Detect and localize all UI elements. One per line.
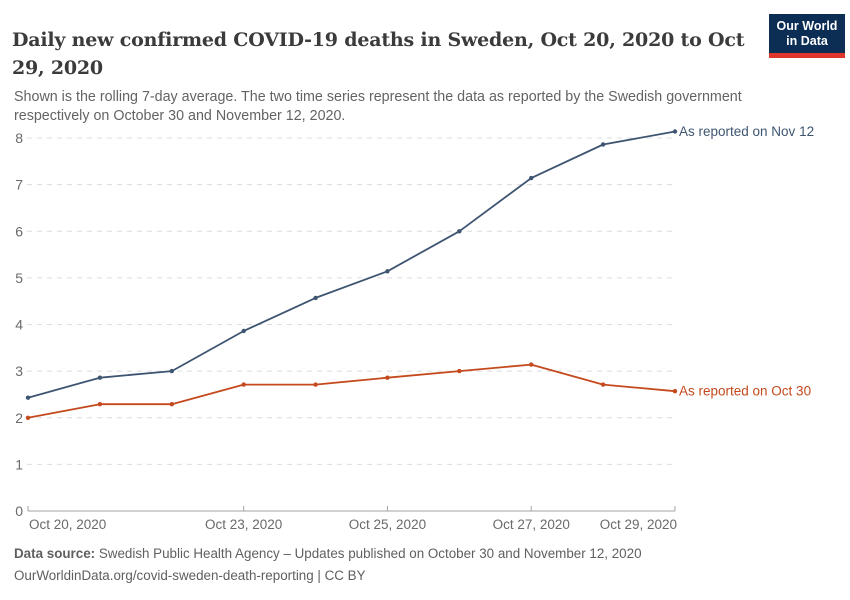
y-axis-tick-label: 1	[15, 456, 23, 472]
y-axis-tick-label: 7	[15, 177, 23, 193]
owid-logo[interactable]: Our World in Data	[769, 14, 845, 58]
x-axis-tick-label: Oct 23, 2020	[205, 517, 282, 532]
series-label-0[interactable]: As reported on Nov 12	[679, 124, 814, 139]
x-axis-tick-label: Oct 27, 2020	[493, 517, 570, 532]
series-point	[25, 415, 31, 420]
owid-logo-line2: in Data	[786, 34, 828, 48]
y-axis-tick-label: 8	[15, 130, 23, 146]
owid-link[interactable]: OurWorldinData.org/covid-sweden-death-re…	[14, 567, 366, 583]
series-point	[457, 229, 462, 234]
series-point	[672, 389, 678, 394]
chart-subtitle: Shown is the rolling 7-day average. The …	[14, 89, 742, 124]
series-point	[529, 175, 534, 181]
series-point	[313, 382, 318, 387]
series-point	[600, 142, 606, 147]
series-point	[529, 362, 534, 367]
series-point	[97, 375, 103, 380]
chart-title: Daily new confirmed COVID-19 deaths in S…	[12, 28, 745, 79]
series-point	[672, 129, 678, 134]
data-source-label: Data source:	[14, 546, 96, 561]
x-axis-tick-label: Oct 25, 2020	[349, 517, 426, 532]
series-line-1[interactable]	[27, 363, 676, 419]
series-point	[457, 368, 462, 374]
data-source-text: Swedish Public Health Agency – Updates p…	[95, 546, 642, 561]
y-axis-tick-label: 5	[15, 270, 23, 286]
series-point	[241, 328, 246, 334]
chart-footer: Data source: Swedish Public Health Agenc…	[14, 543, 814, 586]
series-point	[313, 295, 318, 301]
series-point	[600, 382, 606, 387]
data-source-line: Data source: Swedish Public Health Agenc…	[14, 543, 814, 565]
owid-logo-line1: Our World	[776, 19, 838, 33]
x-axis-tick-label: Oct 29, 2020	[600, 517, 677, 532]
series-point	[25, 395, 31, 400]
y-axis-tick-label: 6	[15, 223, 23, 239]
x-axis-tick-label: Oct 20, 2020	[29, 517, 106, 532]
series-point	[169, 402, 174, 407]
series-point	[385, 375, 390, 380]
series-point	[241, 382, 246, 387]
series-point	[385, 269, 390, 274]
series-point	[97, 402, 103, 407]
y-axis-tick-label: 2	[15, 410, 23, 426]
series-line-0[interactable]	[27, 130, 676, 399]
series-label-1[interactable]: As reported on Oct 30	[679, 384, 811, 399]
y-axis-tick-label: 3	[15, 363, 23, 379]
series-point	[169, 368, 174, 374]
y-axis-tick-label: 4	[15, 317, 23, 333]
y-axis-tick-label: 0	[15, 503, 23, 519]
